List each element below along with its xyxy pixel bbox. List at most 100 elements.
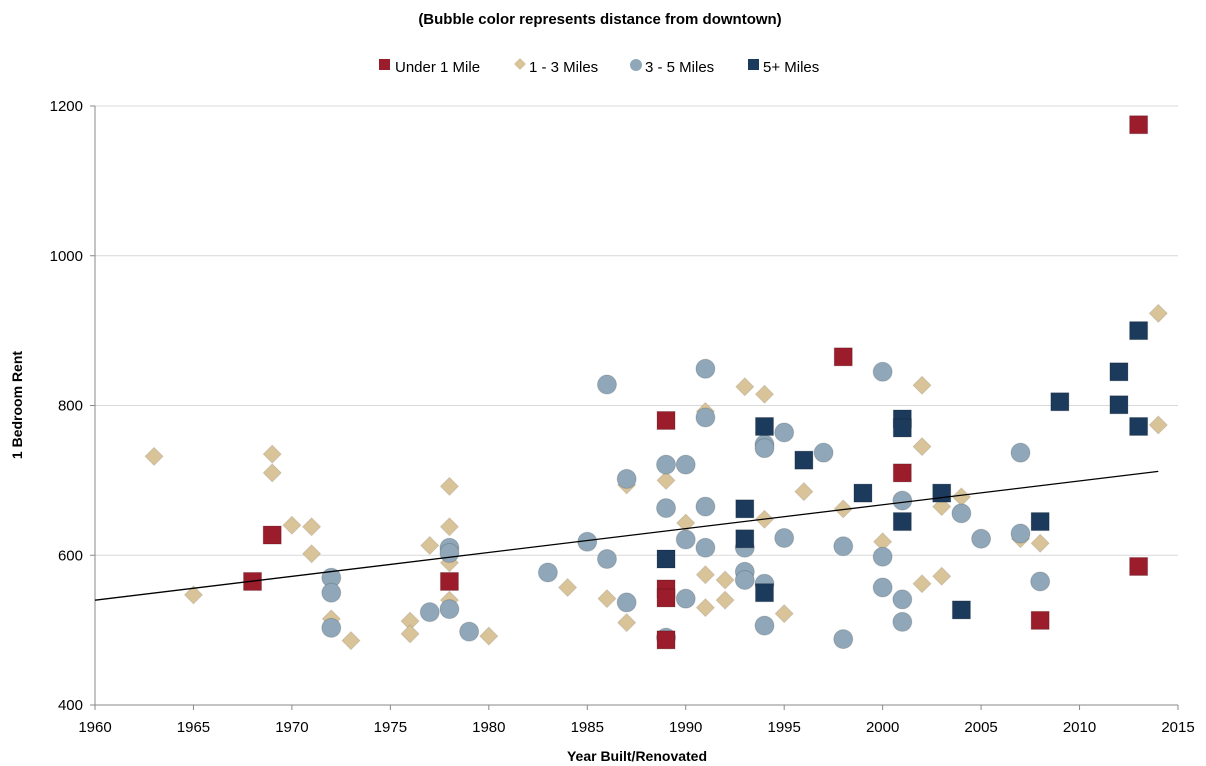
data-point-diamond bbox=[735, 377, 755, 397]
data-point-square bbox=[833, 347, 853, 367]
data-point-square bbox=[1030, 610, 1050, 630]
data-point-diamond bbox=[695, 597, 716, 618]
data-point-square bbox=[754, 583, 774, 603]
data-point-circle bbox=[695, 407, 716, 428]
x-tick-label: 2000 bbox=[866, 719, 899, 736]
gridlines bbox=[90, 105, 1179, 710]
data-point-square bbox=[932, 483, 952, 503]
data-point-circle bbox=[754, 615, 775, 636]
data-point-diamond bbox=[282, 515, 302, 536]
data-point-square bbox=[1129, 321, 1149, 341]
data-point-circle bbox=[616, 592, 637, 613]
data-point-diamond bbox=[794, 481, 814, 502]
data-points bbox=[144, 115, 1169, 651]
data-point-diamond bbox=[1030, 533, 1050, 553]
data-point-diamond bbox=[695, 565, 716, 585]
x-tick-label: 1960 bbox=[78, 719, 111, 736]
data-point-circle bbox=[675, 588, 696, 609]
data-point-square bbox=[1030, 512, 1050, 532]
x-tick-label: 2005 bbox=[964, 719, 997, 736]
legend-marker-under-1-mile bbox=[379, 59, 390, 70]
data-point-circle bbox=[616, 468, 637, 489]
data-point-square bbox=[735, 529, 755, 549]
data-point-circle bbox=[971, 528, 992, 549]
data-point-diamond bbox=[715, 590, 735, 610]
legend-label-3-5-miles: 3 - 5 Miles bbox=[645, 59, 714, 76]
x-tick-label: 1990 bbox=[669, 719, 702, 736]
data-point-circle bbox=[439, 599, 460, 620]
y-tick-label: 1000 bbox=[50, 248, 83, 265]
data-point-circle bbox=[1030, 571, 1051, 592]
data-point-circle bbox=[695, 358, 716, 379]
data-point-circle bbox=[596, 548, 617, 569]
data-point-square bbox=[656, 549, 676, 569]
data-point-circle bbox=[872, 361, 893, 382]
data-point-circle bbox=[695, 537, 716, 558]
data-point-circle bbox=[419, 602, 440, 623]
data-point-diamond bbox=[616, 612, 637, 633]
data-point-circle bbox=[321, 582, 342, 603]
x-tick-label: 1995 bbox=[767, 719, 800, 736]
data-point-square bbox=[735, 499, 755, 519]
data-point-square bbox=[1129, 416, 1149, 436]
data-point-square bbox=[1109, 395, 1129, 415]
y-tick-label: 1200 bbox=[50, 98, 83, 115]
data-point-circle bbox=[892, 490, 913, 511]
x-tick-label: 1975 bbox=[374, 719, 407, 736]
data-point-circle bbox=[439, 543, 460, 564]
data-point-diamond bbox=[400, 624, 420, 644]
data-point-diamond bbox=[262, 463, 282, 483]
data-point-square bbox=[1050, 392, 1070, 412]
data-point-circle bbox=[734, 569, 755, 590]
data-point-diamond bbox=[301, 544, 322, 564]
data-point-square bbox=[794, 450, 814, 470]
data-point-circle bbox=[675, 529, 696, 550]
data-point-diamond bbox=[262, 444, 282, 464]
data-point-circle bbox=[1010, 523, 1031, 544]
data-point-diamond bbox=[183, 585, 204, 605]
data-point-circle bbox=[459, 621, 480, 642]
y-tick-labels: 400 600 800 1000 1200 bbox=[50, 98, 83, 714]
data-point-circle bbox=[656, 498, 677, 519]
data-point-diamond bbox=[932, 566, 952, 586]
x-tick-label: 1970 bbox=[275, 719, 308, 736]
data-point-diamond bbox=[479, 626, 499, 646]
data-point-diamond bbox=[754, 384, 775, 404]
data-point-square bbox=[1109, 362, 1129, 382]
data-point-diamond bbox=[715, 570, 735, 590]
data-point-circle bbox=[892, 611, 913, 632]
data-point-circle bbox=[774, 528, 795, 549]
data-point-diamond bbox=[1148, 303, 1169, 324]
y-tick-label: 800 bbox=[58, 398, 83, 415]
data-point-square bbox=[656, 410, 676, 430]
data-point-circle bbox=[537, 562, 558, 583]
data-point-circle bbox=[754, 438, 775, 459]
legend-label-1-3-miles: 1 - 3 Miles bbox=[529, 59, 598, 76]
data-point-circle bbox=[833, 629, 854, 650]
data-point-circle bbox=[675, 454, 696, 475]
data-point-diamond bbox=[439, 476, 460, 497]
data-point-square bbox=[1129, 556, 1149, 576]
data-point-circle bbox=[321, 617, 342, 638]
data-point-square bbox=[892, 463, 912, 483]
legend: Under 1 Mile 1 - 3 Miles 3 - 5 Miles 5+ … bbox=[379, 58, 819, 76]
x-tick-label: 1965 bbox=[177, 719, 210, 736]
data-point-diamond bbox=[774, 603, 794, 624]
x-tick-label: 1985 bbox=[571, 719, 604, 736]
data-point-square bbox=[1129, 115, 1149, 135]
data-point-circle bbox=[892, 589, 913, 610]
data-point-circle bbox=[1010, 442, 1031, 463]
data-point-diamond bbox=[597, 588, 617, 609]
x-tick-label: 1980 bbox=[472, 719, 505, 736]
data-point-square bbox=[951, 600, 971, 620]
data-point-diamond bbox=[1148, 415, 1169, 435]
data-point-circle bbox=[596, 374, 617, 395]
data-point-diamond bbox=[341, 630, 361, 651]
data-point-diamond bbox=[951, 487, 972, 507]
trendline bbox=[94, 470, 1159, 601]
y-axis-title: 1 Bedroom Rent bbox=[9, 351, 25, 459]
y-tick-label: 600 bbox=[58, 547, 83, 564]
data-point-circle bbox=[833, 536, 854, 557]
data-point-square bbox=[853, 483, 873, 503]
